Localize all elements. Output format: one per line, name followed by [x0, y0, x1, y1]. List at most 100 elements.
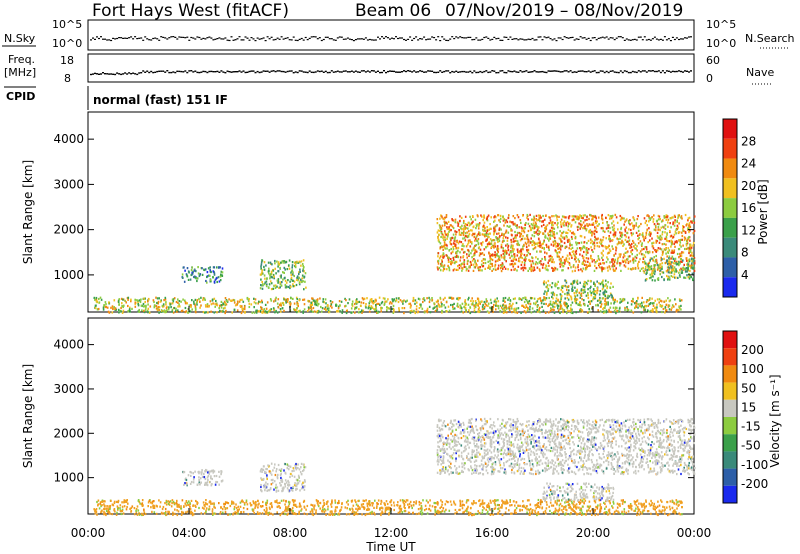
echo-cell: [684, 213, 687, 217]
echo-cell: [287, 506, 289, 509]
echo-cell: [139, 502, 141, 505]
echo-cell: [185, 310, 188, 313]
nsky-point: [236, 38, 239, 40]
freq-point: [230, 71, 233, 73]
echo-cell: [449, 261, 452, 264]
nsky-point: [489, 39, 492, 41]
echo-cell: [220, 304, 223, 307]
echo-cell: [367, 307, 370, 310]
echo-cell: [136, 513, 139, 516]
nsky-point: [599, 37, 602, 39]
echo-cell: [521, 261, 524, 264]
freq-point: [320, 70, 323, 72]
echo-cell: [510, 246, 512, 249]
echo-cell: [233, 308, 236, 311]
echo-cell: [538, 218, 540, 222]
echo-cell: [579, 214, 581, 217]
echo-cell: [191, 266, 193, 269]
echo-cell: [194, 306, 197, 310]
echo-cell: [542, 299, 544, 302]
echo-cell: [467, 303, 470, 306]
echo-cell: [509, 263, 511, 266]
echo-cell: [526, 237, 529, 241]
echo-cell: [436, 308, 439, 311]
echo-cell: [477, 310, 479, 313]
nsky-point: [425, 39, 428, 41]
echo-cell: [485, 304, 488, 307]
echo-cell: [483, 248, 486, 251]
echo-cell: [678, 264, 680, 267]
echo-cell: [599, 283, 602, 286]
nsky-point: [395, 36, 397, 38]
echo-cell: [314, 300, 316, 303]
echo-cell: [437, 238, 440, 241]
echo-cell: [530, 297, 532, 300]
echo-cell: [437, 509, 439, 512]
echo-cell: [372, 302, 375, 305]
echo-cell: [567, 292, 570, 295]
echo-cell: [363, 297, 366, 300]
echo-cell: [277, 306, 280, 309]
echo-cell: [261, 307, 263, 310]
echo-cell: [122, 298, 124, 301]
echo-cell: [287, 512, 289, 515]
echo-cell: [117, 299, 120, 302]
echo-cell: [486, 300, 488, 303]
freq-point: [326, 71, 329, 74]
echo-cell: [670, 241, 673, 244]
echo-cell: [368, 310, 371, 313]
echo-cell: [434, 513, 436, 516]
echo-cell: [632, 224, 634, 227]
echo-cell: [516, 269, 518, 272]
echo-cell: [502, 249, 504, 252]
echo-cell: [522, 269, 525, 272]
echo-cell: [565, 279, 567, 282]
echo-cell: [608, 295, 611, 298]
echo-cell: [689, 248, 692, 251]
echo-cell: [390, 499, 393, 502]
echo-cell: [255, 309, 257, 312]
echo-cell: [566, 231, 569, 235]
echo-cell: [608, 244, 610, 248]
echo-cell: [551, 303, 554, 306]
echo-cell: [510, 263, 513, 266]
echo-cell: [273, 277, 275, 280]
echo-cell: [598, 241, 601, 244]
freq-point: [619, 70, 622, 72]
echo-cell: [345, 299, 347, 302]
echo-cell: [579, 301, 581, 304]
echo-cell: [481, 305, 484, 308]
echo-cell: [609, 240, 611, 243]
freq-point: [515, 71, 518, 73]
echo-cell: [392, 299, 395, 302]
echo-cell: [595, 261, 597, 264]
echo-cell: [675, 268, 677, 271]
echo-cell: [534, 242, 537, 246]
freq-point: [589, 71, 592, 73]
echo-cell: [563, 241, 566, 245]
echo-cell: [481, 252, 484, 255]
nsky-point: [690, 36, 692, 38]
echo-cell: [380, 307, 382, 310]
echo-cell: [661, 310, 663, 314]
echo-cell: [194, 305, 197, 308]
echo-cell: [612, 263, 614, 266]
echo-cell: [337, 310, 340, 313]
echo-cell: [616, 243, 619, 246]
echo-cell: [576, 279, 579, 282]
echo-cell: [523, 227, 525, 230]
nsky-point: [465, 37, 468, 39]
echo-cell: [447, 260, 450, 263]
echo-cell: [218, 280, 221, 283]
echo-cell: [594, 295, 596, 298]
echo-cell: [439, 269, 442, 272]
echo-cell: [139, 300, 142, 304]
echo-cell: [621, 231, 623, 234]
echo-cell: [472, 263, 475, 266]
echo-cell: [489, 253, 491, 256]
echo-cell: [642, 503, 645, 507]
echo-cell: [484, 235, 486, 238]
nsky-tick-bottom: 10^0: [52, 37, 82, 50]
nsky-point: [657, 39, 660, 41]
echo-cell: [168, 306, 170, 309]
